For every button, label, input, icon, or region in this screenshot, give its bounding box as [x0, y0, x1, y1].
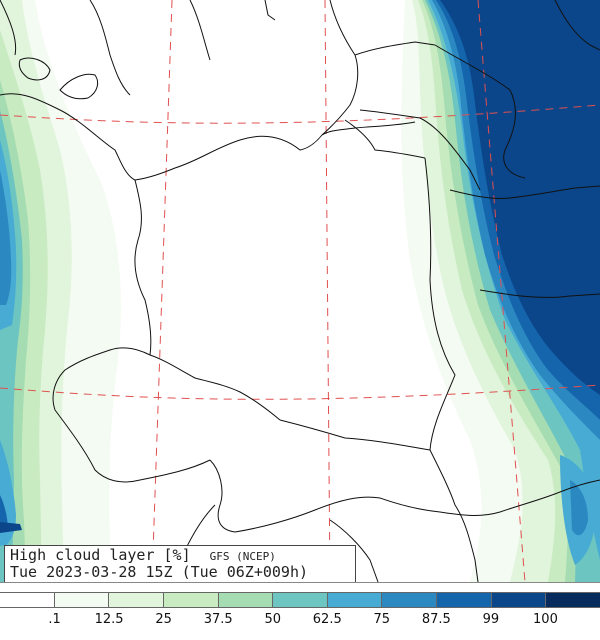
colorbar-legend: .1 12.5 25 37.5 50 62.5 75 87.5 99 100 — [0, 582, 600, 640]
colorbar-tick-label: .1 — [48, 612, 61, 627]
colorbar-divider — [0, 582, 600, 583]
colorbar-tick-label: 99 — [482, 612, 500, 627]
cloud-cover-map — [0, 0, 600, 582]
colorbar-swatches — [0, 592, 600, 608]
colorbar-swatch — [326, 593, 382, 607]
colorbar-swatch — [53, 593, 109, 607]
colorbar-swatch — [108, 593, 163, 607]
colorbar-swatch — [272, 593, 327, 607]
colorbar-swatch — [545, 593, 600, 607]
colorbar-tick-label: 87.5 — [421, 612, 451, 627]
colorbar-swatch — [0, 593, 54, 607]
colorbar-tick-label: 75 — [373, 612, 391, 627]
map-area: High cloud layer [%] GFS (NCEP) Tue 2023… — [0, 0, 600, 582]
colorbar-swatch — [217, 593, 273, 607]
colorbar-swatch — [162, 593, 218, 607]
lat-lon-grid — [0, 0, 600, 582]
colorbar-tick-label: 62.5 — [312, 612, 342, 627]
colorbar-tick-label: 37.5 — [203, 612, 233, 627]
title-line-1: High cloud layer [%] GFS (NCEP) — [10, 547, 276, 565]
coastlines-and-borders — [0, 0, 600, 582]
valid-time: Tue 2023-03-28 15Z (Tue 06Z+009h) — [10, 563, 309, 581]
eastern-cloud-band — [401, 0, 600, 582]
variable-name: High cloud layer — [10, 546, 155, 564]
variable-unit: [%] — [163, 546, 191, 564]
colorbar-labels: .1 12.5 25 37.5 50 62.5 75 87.5 99 100 — [0, 612, 600, 632]
colorbar-swatch — [490, 593, 546, 607]
colorbar-tick-label: 25 — [155, 612, 172, 627]
colorbar-tick-label: 50 — [264, 612, 281, 627]
colorbar-tick-label: 12.5 — [94, 612, 124, 627]
map-title-box: High cloud layer [%] GFS (NCEP) Tue 2023… — [4, 545, 356, 582]
colorbar-swatch — [381, 593, 437, 607]
model-source: GFS (NCEP) — [209, 550, 276, 563]
colorbar-tick-label: 100 — [533, 612, 558, 627]
western-cloud-band — [0, 0, 121, 582]
colorbar-swatch — [436, 593, 491, 607]
